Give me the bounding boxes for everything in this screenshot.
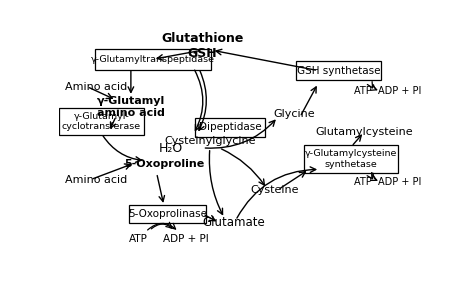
Text: γ-Glutamyl
amino acid: γ-Glutamyl amino acid	[97, 96, 165, 118]
FancyBboxPatch shape	[129, 204, 206, 223]
Text: Amino acid: Amino acid	[65, 175, 127, 185]
Text: Glutathione
GSH: Glutathione GSH	[161, 32, 244, 60]
Text: γ-Glutamylcysteine
synthetase: γ-Glutamylcysteine synthetase	[305, 150, 398, 169]
Text: 5-Oxoprolinase: 5-Oxoprolinase	[128, 209, 207, 219]
Text: ATP  ADP + PI: ATP ADP + PI	[355, 86, 422, 96]
Text: 5-Oxoproline: 5-Oxoproline	[124, 159, 204, 169]
Text: Glutamate: Glutamate	[202, 216, 265, 229]
FancyBboxPatch shape	[195, 118, 265, 137]
FancyBboxPatch shape	[59, 108, 144, 135]
Text: GSH synthetase: GSH synthetase	[297, 65, 380, 76]
FancyBboxPatch shape	[95, 49, 211, 70]
Text: Amino acid: Amino acid	[65, 81, 127, 91]
Text: ADP + PI: ADP + PI	[163, 234, 209, 244]
Text: Glutamylcysteine: Glutamylcysteine	[315, 127, 413, 137]
Text: Cysteinylglycine: Cysteinylglycine	[164, 136, 255, 146]
FancyBboxPatch shape	[296, 61, 381, 80]
Text: Dipeptidase: Dipeptidase	[199, 122, 261, 132]
Text: ATP  ADP + PI: ATP ADP + PI	[355, 177, 422, 187]
FancyBboxPatch shape	[304, 145, 398, 173]
Text: H₂O: H₂O	[159, 142, 183, 155]
Text: γ-Glutamyl-
cyclotransferase: γ-Glutamyl- cyclotransferase	[62, 112, 141, 131]
Text: γ-Glutamyltranspeptidase: γ-Glutamyltranspeptidase	[91, 55, 215, 64]
Text: Glycine: Glycine	[273, 109, 315, 119]
Text: Cysteine: Cysteine	[250, 185, 299, 195]
Text: ATP: ATP	[129, 234, 148, 244]
